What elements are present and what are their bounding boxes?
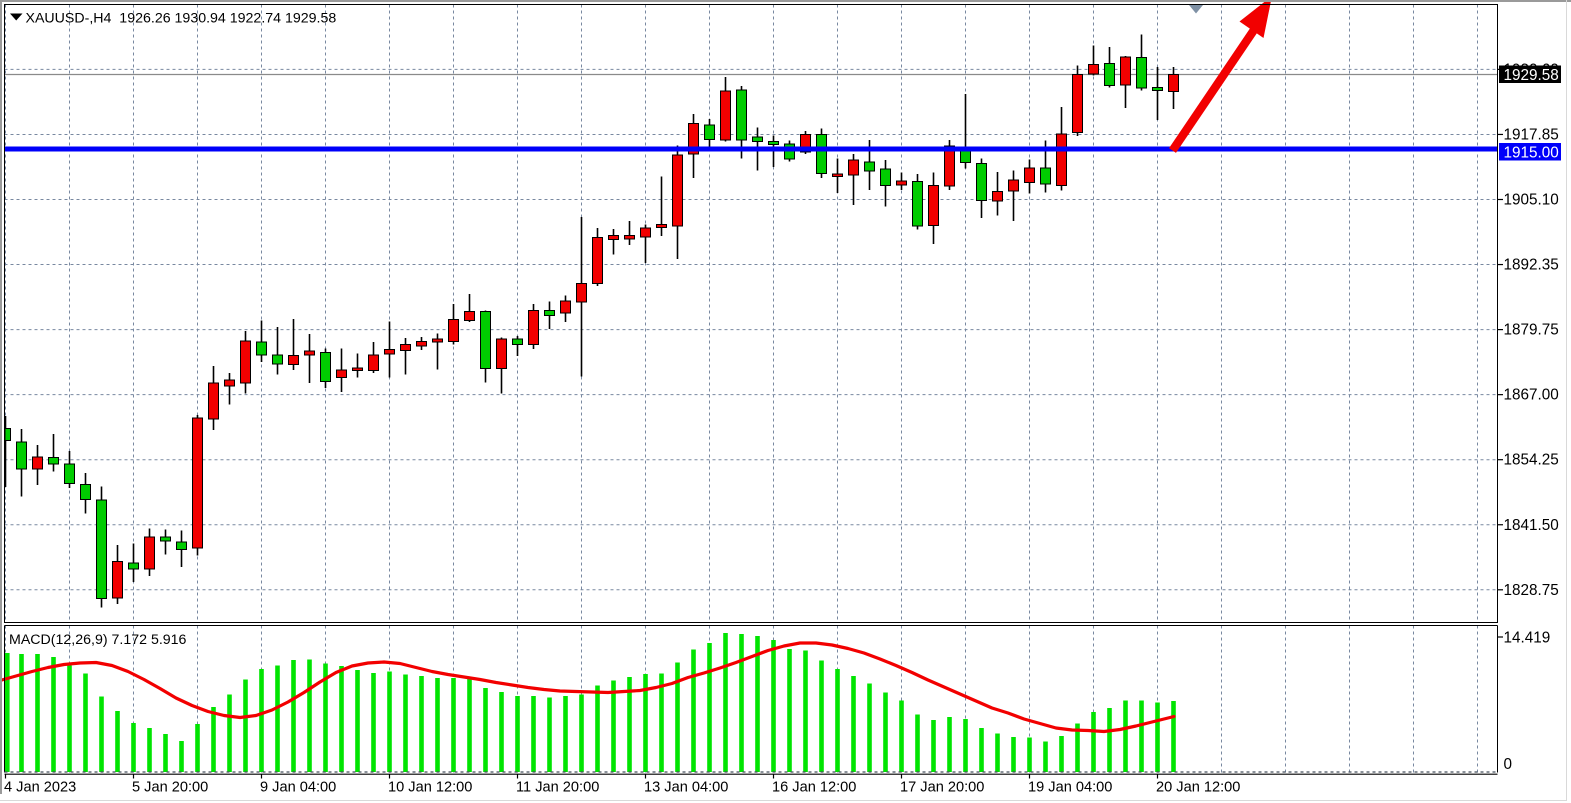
svg-text:1879.75: 1879.75 (1504, 322, 1559, 339)
svg-text:1854.25: 1854.25 (1504, 452, 1559, 469)
svg-text:0: 0 (1504, 756, 1513, 773)
svg-text:13 Jan 04:00: 13 Jan 04:00 (644, 779, 728, 795)
svg-text:MACD(12,26,9) 7.172 5.916: MACD(12,26,9) 7.172 5.916 (9, 632, 187, 648)
svg-text:5 Jan 20:00: 5 Jan 20:00 (132, 779, 208, 795)
svg-text:10 Jan 12:00: 10 Jan 12:00 (388, 779, 472, 795)
svg-text:1867.00: 1867.00 (1504, 387, 1559, 404)
svg-text:14.419: 14.419 (1504, 629, 1551, 646)
svg-text:9 Jan 04:00: 9 Jan 04:00 (260, 779, 336, 795)
svg-text:1905.10: 1905.10 (1504, 192, 1559, 209)
svg-text:11 Jan 20:00: 11 Jan 20:00 (516, 779, 599, 795)
svg-text:XAUUSD-,H4 1926.26 1930.94 19: XAUUSD-,H4 1926.26 1930.94 1922.74 1929.… (26, 11, 337, 27)
svg-text:20 Jan 12:00: 20 Jan 12:00 (1156, 779, 1240, 795)
svg-text:1915.00: 1915.00 (1504, 144, 1559, 161)
svg-text:1929.58: 1929.58 (1504, 67, 1559, 84)
svg-text:4 Jan 2023: 4 Jan 2023 (4, 779, 76, 795)
svg-text:17 Jan 20:00: 17 Jan 20:00 (900, 779, 984, 795)
svg-text:1917.85: 1917.85 (1504, 126, 1559, 143)
svg-text:19 Jan 04:00: 19 Jan 04:00 (1028, 779, 1112, 795)
svg-text:1841.50: 1841.50 (1504, 517, 1559, 534)
svg-text:1828.75: 1828.75 (1504, 582, 1559, 599)
svg-text:1892.35: 1892.35 (1504, 257, 1559, 274)
svg-text:16 Jan 12:00: 16 Jan 12:00 (772, 779, 856, 795)
